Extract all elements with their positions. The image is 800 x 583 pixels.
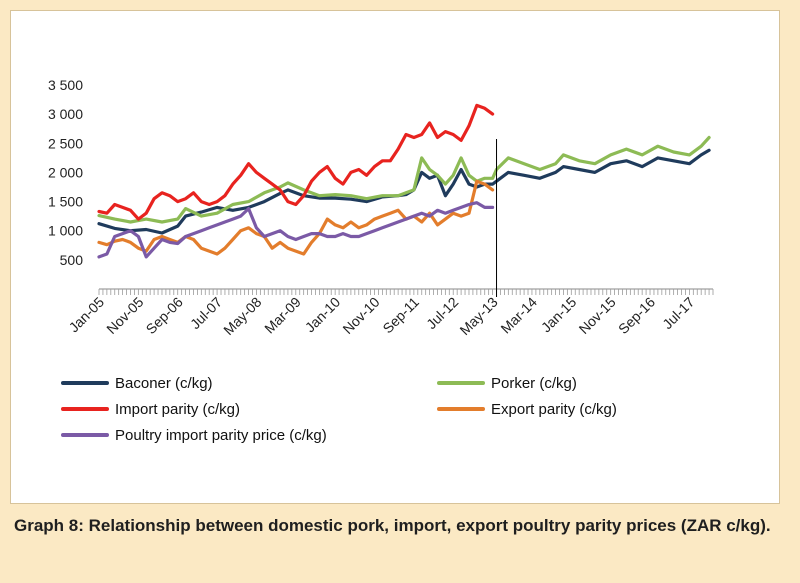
- x-tick-label: May-13: [456, 294, 500, 338]
- x-tick-label: Sep-16: [615, 294, 658, 337]
- y-tick-label: 500: [60, 252, 84, 268]
- x-tick-label: Nov-05: [103, 294, 146, 337]
- y-tick-label: 1 500: [48, 194, 83, 210]
- y-tick-label: 2 500: [48, 135, 83, 151]
- x-tick-label: Mar-09: [261, 294, 304, 337]
- series-line: [97, 103, 495, 221]
- x-tick-label: Nov-15: [576, 294, 619, 337]
- x-tick-label: Nov-10: [339, 294, 382, 337]
- legend-label: Poultry import parity price (c/kg): [115, 427, 327, 444]
- x-tick-label: Jan-10: [302, 294, 344, 336]
- x-tick-label: Sep-11: [379, 294, 422, 337]
- legend-label: Baconer (c/kg): [115, 375, 213, 392]
- x-tick-label: Mar-14: [497, 294, 540, 337]
- x-tick-label: Jan-15: [538, 294, 580, 336]
- legend-label: Export parity (c/kg): [491, 401, 617, 418]
- x-tick-label: Sep-06: [143, 294, 186, 337]
- series-line: [97, 135, 711, 224]
- legend-label: Porker (c/kg): [491, 375, 577, 392]
- series-line: [97, 201, 495, 259]
- x-tick-label: Jul-17: [659, 294, 697, 332]
- chart-panel: 500 1 000 1 500 2 000 2 500 3 000 3 500 Jan-05…: [10, 10, 780, 504]
- legend-label: Import parity (c/kg): [115, 401, 240, 418]
- x-tick-label: Jan-05: [66, 294, 108, 336]
- x-tick-label: May-08: [220, 294, 264, 338]
- y-tick-label: 3 500: [48, 77, 83, 93]
- line-chart: 500 1 000 1 500 2 000 2 500 3 000 3 500 Jan-05…: [48, 77, 714, 444]
- figure-caption: Graph 8: Relationship between domestic p…: [14, 516, 771, 535]
- y-tick-label: 2 000: [48, 164, 83, 180]
- y-tick-label: 1 000: [48, 223, 83, 239]
- y-tick-label: 3 000: [48, 106, 83, 122]
- series-line: [97, 148, 711, 235]
